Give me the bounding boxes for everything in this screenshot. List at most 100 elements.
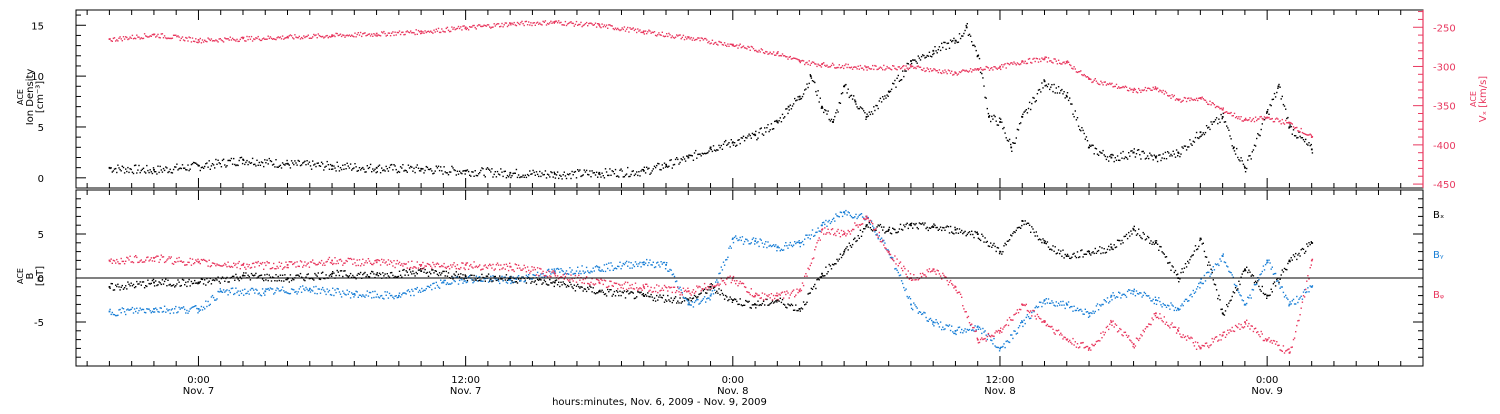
density-point: [840, 93, 843, 95]
by-point: [121, 307, 123, 309]
bx-point: [610, 289, 612, 291]
bz-point: [347, 257, 349, 260]
bx-point: [620, 294, 622, 297]
bx-point: [394, 275, 396, 278]
by-point: [539, 275, 541, 277]
bx-point: [408, 268, 411, 271]
bz-point: [118, 262, 120, 265]
by-point: [437, 286, 440, 288]
by-point: [720, 266, 722, 268]
vx-point: [986, 66, 988, 68]
bx-point: [1272, 283, 1275, 285]
vx-point: [247, 38, 249, 41]
by-point: [320, 288, 323, 291]
bx-point: [125, 285, 127, 287]
density-point: [1272, 98, 1275, 100]
by-point: [637, 265, 639, 267]
by-data-point: [442, 281, 445, 284]
bz-point: [543, 275, 545, 277]
by-point: [1183, 300, 1186, 302]
bx-point: [1213, 283, 1216, 285]
density-point: [910, 62, 913, 65]
vx-point: [396, 31, 398, 34]
bx-point: [1105, 251, 1108, 254]
density-point: [669, 159, 671, 162]
bx-point: [981, 233, 983, 235]
by-point: [1025, 316, 1027, 319]
density-data-point: [809, 75, 812, 78]
density-point: [514, 172, 516, 174]
bx-point: [864, 228, 866, 230]
by-point: [441, 282, 443, 284]
by-point: [285, 291, 287, 293]
by-point: [245, 292, 247, 295]
bx-point: [1084, 253, 1086, 255]
by-point: [299, 286, 302, 288]
vx-point: [418, 31, 421, 33]
by-point: [254, 292, 256, 294]
density-point: [856, 106, 858, 108]
by-point: [738, 239, 740, 241]
density-point: [420, 170, 422, 172]
vx-point: [1012, 63, 1014, 65]
density-point: [126, 170, 128, 173]
vx-point: [949, 72, 952, 74]
bz-point: [406, 267, 408, 269]
bx-point: [378, 272, 381, 274]
by-point: [654, 266, 657, 268]
bz-point: [392, 265, 394, 267]
vx-point: [489, 26, 491, 28]
density-point: [902, 70, 904, 72]
vx-point: [864, 65, 866, 67]
by-point: [175, 305, 177, 308]
bx-point: [1092, 251, 1094, 253]
density-point: [446, 172, 449, 174]
vx-point: [965, 69, 967, 72]
vx-point: [397, 31, 400, 34]
bz-point: [351, 258, 353, 261]
by-data-point: [1021, 321, 1024, 323]
bz-point: [385, 261, 387, 263]
by-point: [965, 331, 967, 333]
by-point: [1013, 330, 1015, 332]
density-point: [1281, 95, 1283, 98]
vx-point: [120, 38, 122, 40]
density-point: [377, 165, 380, 167]
by-point: [1132, 293, 1134, 295]
bx-point: [1217, 297, 1219, 300]
bz-point: [453, 262, 455, 264]
vx-point: [1108, 83, 1110, 86]
vx-point: [1041, 57, 1043, 59]
bx-point: [1290, 257, 1292, 259]
density-point: [139, 171, 141, 174]
by-point: [657, 261, 659, 263]
bx-point: [234, 279, 236, 281]
by-point: [1226, 265, 1228, 267]
bx-point: [342, 275, 344, 278]
vx-point: [679, 34, 681, 36]
by-point: [199, 309, 201, 311]
bz-point: [530, 270, 532, 273]
bx-point: [308, 277, 311, 280]
bx-point: [963, 231, 965, 234]
bz-point: [149, 259, 151, 261]
by-point: [1057, 302, 1060, 304]
density-point: [113, 168, 116, 170]
density-point: [427, 168, 430, 171]
vx-point: [639, 29, 641, 31]
by-point: [1119, 292, 1121, 294]
bx-point: [603, 293, 606, 296]
by-point: [1210, 273, 1212, 275]
density-point: [752, 133, 755, 136]
bx-point: [244, 275, 246, 277]
density-point: [240, 156, 243, 159]
bx-point: [388, 276, 391, 278]
bx-point: [159, 282, 161, 284]
vx-point: [716, 43, 718, 45]
bx-point: [667, 294, 669, 297]
density-data-point: [1244, 166, 1246, 169]
density-point: [1295, 135, 1297, 137]
density-point: [1299, 135, 1301, 138]
bz-point: [376, 259, 378, 261]
by-point: [879, 238, 882, 241]
